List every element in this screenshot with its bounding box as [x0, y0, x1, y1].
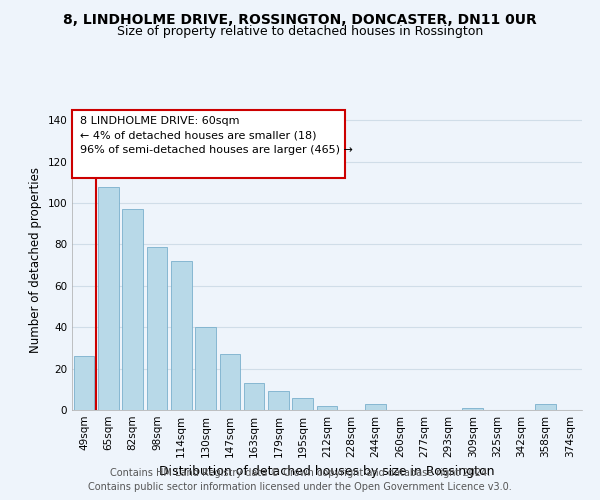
Y-axis label: Number of detached properties: Number of detached properties [29, 167, 42, 353]
Bar [195, 327, 216, 410]
Bar [535, 404, 556, 410]
Bar [365, 404, 386, 410]
Bar [292, 398, 313, 410]
Bar [463, 408, 483, 410]
FancyBboxPatch shape [72, 110, 345, 178]
Bar [220, 354, 240, 410]
Bar [244, 383, 265, 410]
Text: 8, LINDHOLME DRIVE, ROSSINGTON, DONCASTER, DN11 0UR: 8, LINDHOLME DRIVE, ROSSINGTON, DONCASTE… [63, 12, 537, 26]
X-axis label: Distribution of detached houses by size in Rossington: Distribution of detached houses by size … [159, 466, 495, 478]
Bar [268, 392, 289, 410]
Bar [317, 406, 337, 410]
Text: 8 LINDHOLME DRIVE: 60sqm
← 4% of detached houses are smaller (18)
96% of semi-de: 8 LINDHOLME DRIVE: 60sqm ← 4% of detache… [80, 116, 353, 155]
Text: Size of property relative to detached houses in Rossington: Size of property relative to detached ho… [117, 25, 483, 38]
Bar [122, 210, 143, 410]
Bar [146, 246, 167, 410]
Bar [98, 186, 119, 410]
Text: Contains HM Land Registry data © Crown copyright and database right 2024.
Contai: Contains HM Land Registry data © Crown c… [88, 468, 512, 492]
Bar [171, 261, 191, 410]
Bar [74, 356, 94, 410]
